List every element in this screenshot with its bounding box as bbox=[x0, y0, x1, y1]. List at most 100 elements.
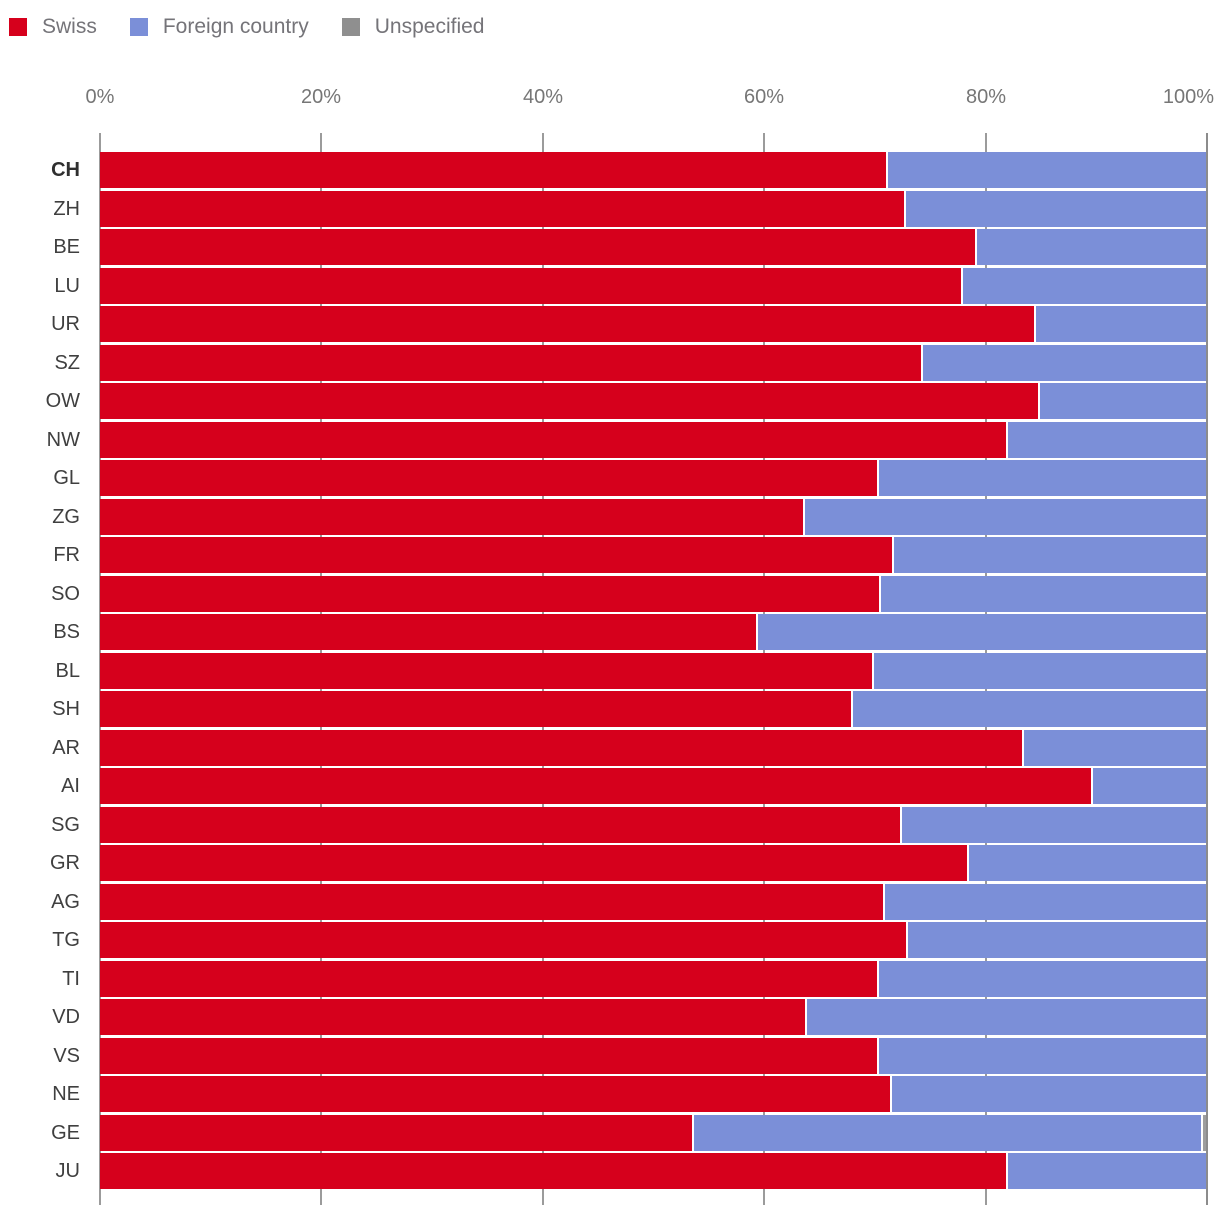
canton-label-gr: GR bbox=[50, 852, 80, 874]
bar-segment-foreign-country-ow bbox=[1037, 383, 1206, 419]
canton-label-zg: ZG bbox=[52, 505, 80, 528]
bar-segment-swiss-bs bbox=[100, 614, 757, 650]
canton-label-vs: VS bbox=[53, 1044, 80, 1067]
bar-segment-unspecified-ge bbox=[1201, 1114, 1207, 1151]
bar-segment-swiss-ai bbox=[100, 768, 1091, 804]
bar-segment-foreign-country-ne bbox=[890, 1076, 1206, 1112]
x-axis-tick-label: 40% bbox=[522, 86, 564, 108]
legend-swatch-swiss-icon bbox=[9, 18, 27, 36]
bar-segment-swiss-so bbox=[100, 575, 880, 612]
bar-segment-swiss-ar bbox=[100, 729, 1023, 766]
legend-label-foreign-country: Foreign country bbox=[162, 15, 309, 38]
canton-label-tg: TG bbox=[52, 929, 80, 951]
canton-label-ai: AI bbox=[61, 775, 80, 797]
x-axis-tick-label: 20% bbox=[300, 86, 342, 108]
bar-segment-foreign-country-bs bbox=[756, 614, 1206, 650]
canton-label-ch: CH bbox=[51, 159, 80, 181]
bar-segment-swiss-zh bbox=[100, 190, 904, 227]
canton-label-bs: BS bbox=[53, 621, 80, 643]
bar-segment-foreign-country-vs bbox=[877, 1037, 1206, 1074]
bar-segment-foreign-country-ge bbox=[692, 1114, 1202, 1151]
bar-segment-swiss-tg bbox=[100, 922, 906, 958]
bar-segment-foreign-country-sz bbox=[921, 344, 1206, 381]
canton-label-so: SO bbox=[51, 582, 80, 605]
canton-label-ag: AG bbox=[51, 890, 80, 913]
bar-segment-foreign-country-ju bbox=[1005, 1153, 1206, 1189]
bar-segment-swiss-vs bbox=[100, 1037, 878, 1074]
bar-segment-foreign-country-zh bbox=[903, 190, 1206, 227]
bar-segment-foreign-country-so bbox=[879, 575, 1206, 612]
bar-segment-swiss-gr bbox=[100, 845, 967, 881]
bar-segment-swiss-ge bbox=[100, 1114, 693, 1151]
canton-label-ar: AR bbox=[52, 736, 80, 759]
canton-label-ti: TI bbox=[62, 967, 80, 990]
bar-segment-foreign-country-vd bbox=[805, 999, 1206, 1035]
legend-label-unspecified: Unspecified bbox=[374, 15, 485, 38]
legend: Swiss Foreign country Unspecified bbox=[9, 15, 484, 39]
bar-segment-foreign-country-ar bbox=[1022, 729, 1206, 766]
canton-label-sg: SG bbox=[51, 813, 80, 836]
canton-label-ow: OW bbox=[45, 390, 80, 412]
bar-segment-swiss-sg bbox=[100, 806, 901, 843]
canton-label-sh: SH bbox=[52, 698, 80, 720]
bar-segment-swiss-fr bbox=[100, 537, 892, 573]
right-axis-border bbox=[1206, 133, 1208, 1205]
bar-segment-swiss-sz bbox=[100, 344, 922, 381]
bar-segment-foreign-country-fr bbox=[891, 537, 1206, 573]
bar-segment-foreign-country-ag bbox=[882, 883, 1206, 920]
legend-swatch-foreign-country-icon bbox=[129, 18, 148, 36]
canton-label-gl: GL bbox=[53, 467, 80, 489]
bar-segment-swiss-be bbox=[100, 229, 975, 265]
legend-item-swiss: Swiss bbox=[9, 15, 97, 39]
canton-label-ne: NE bbox=[52, 1083, 80, 1105]
bar-segment-swiss-ju bbox=[100, 1153, 1006, 1189]
bar-segment-foreign-country-nw bbox=[1005, 421, 1206, 458]
bar-segment-foreign-country-tg bbox=[905, 922, 1206, 958]
bar-segment-swiss-bl bbox=[100, 652, 872, 689]
x-axis-tick-label: 0% bbox=[85, 86, 115, 108]
bar-segment-swiss-ch bbox=[100, 152, 886, 188]
bar-segment-foreign-country-ti bbox=[877, 960, 1206, 997]
bar-segment-swiss-nw bbox=[100, 421, 1006, 458]
x-axis-tick-label: 80% bbox=[965, 86, 1007, 108]
bar-segment-foreign-country-ur bbox=[1034, 306, 1206, 342]
bar-segment-foreign-country-sh bbox=[850, 691, 1206, 727]
bar-segment-swiss-lu bbox=[100, 267, 962, 304]
canton-label-zh: ZH bbox=[53, 197, 80, 220]
x-axis-tick-label: 60% bbox=[743, 86, 785, 108]
canton-label-be: BE bbox=[53, 236, 80, 258]
bar-segment-foreign-country-sg bbox=[900, 806, 1206, 843]
bar-segment-swiss-ti bbox=[100, 960, 878, 997]
canton-label-ju: JU bbox=[55, 1160, 80, 1182]
legend-swatch-unspecified-icon bbox=[341, 18, 360, 36]
bar-segment-swiss-sh bbox=[100, 691, 851, 727]
bar-segment-swiss-ne bbox=[100, 1076, 891, 1112]
canton-label-fr: FR bbox=[53, 544, 80, 566]
canton-label-bl: BL bbox=[55, 659, 80, 682]
bar-segment-foreign-country-bl bbox=[871, 652, 1206, 689]
canton-label-ur: UR bbox=[51, 313, 80, 335]
canton-label-vd: VD bbox=[52, 1006, 80, 1028]
canton-label-sz: SZ bbox=[54, 351, 80, 374]
legend-item-foreign-country: Foreign country bbox=[129, 15, 309, 39]
bar-segment-foreign-country-ai bbox=[1090, 768, 1206, 804]
bar-segment-foreign-country-gl bbox=[877, 460, 1206, 496]
bar-segment-foreign-country-zg bbox=[802, 498, 1206, 535]
canton-label-ge: GE bbox=[51, 1121, 80, 1144]
bar-segment-swiss-ow bbox=[100, 383, 1038, 419]
bar-segment-swiss-ag bbox=[100, 883, 883, 920]
legend-label-swiss: Swiss bbox=[42, 15, 97, 38]
bar-segment-foreign-country-lu bbox=[961, 267, 1206, 304]
x-axis-tick-label: 100% bbox=[1162, 86, 1214, 108]
legend-item-unspecified: Unspecified bbox=[341, 15, 485, 39]
plot-area: CH ZH BE LU UR SZ OW NW GL ZG FR SO BS BL SH AR AI SG GR AG… bbox=[0, 133, 1220, 1205]
bar-segment-swiss-gl bbox=[100, 460, 878, 496]
canton-label-lu: LU bbox=[54, 274, 80, 297]
bar-segment-foreign-country-gr bbox=[966, 845, 1206, 881]
canton-label-nw: NW bbox=[46, 428, 80, 451]
bar-segment-swiss-vd bbox=[100, 999, 806, 1035]
bar-segment-swiss-zg bbox=[100, 498, 803, 535]
bar-segment-swiss-ur bbox=[100, 306, 1035, 342]
bar-segment-foreign-country-be bbox=[974, 229, 1206, 265]
